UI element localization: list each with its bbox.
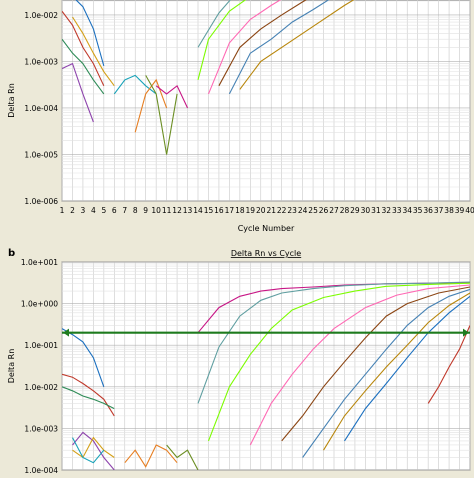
series-line — [72, 437, 105, 464]
x-tick-label: 20 — [256, 206, 266, 215]
x-tick-label: 26 — [319, 206, 329, 215]
x-tick-label: 40 — [465, 206, 474, 215]
x-tick-label: 8 — [133, 206, 138, 215]
x-tick-label: 5 — [101, 206, 106, 215]
series-line — [344, 295, 470, 442]
x-tick-label: 27 — [329, 206, 339, 215]
series-line — [62, 373, 115, 417]
series-group — [62, 0, 355, 155]
y-axis-label: Delta Rn — [7, 349, 16, 384]
x-tick-label: 23 — [287, 206, 297, 215]
series-line — [207, 282, 470, 442]
x-tick-label: 37 — [434, 206, 444, 215]
series-line — [197, 0, 247, 81]
x-tick-label: 7 — [122, 206, 127, 215]
series-line — [281, 286, 470, 442]
y-tick-label: 1.0e-003 — [24, 424, 58, 433]
x-tick-label: 34 — [402, 206, 412, 215]
series-line — [72, 436, 115, 459]
x-tick-label: 31 — [371, 206, 381, 215]
x-tick-label: 6 — [112, 206, 117, 215]
series-line — [62, 62, 94, 123]
chart-panel-b — [61, 261, 471, 471]
x-tick-label: 13 — [183, 206, 193, 215]
series-line — [427, 325, 470, 404]
series-line — [323, 292, 470, 451]
series-line — [207, 0, 282, 95]
x-tick-label: 39 — [455, 206, 465, 215]
x-tick-label: 29 — [350, 206, 360, 215]
y-tick-label: 1.0e-001 — [24, 341, 58, 350]
x-tick-label: 25 — [308, 206, 318, 215]
series-line — [72, 16, 115, 87]
series-line — [72, 431, 115, 470]
series-line — [62, 386, 115, 410]
y-tick-label: 1.0e+000 — [21, 300, 58, 309]
y-tick-label: 1.0e-004 — [24, 466, 58, 474]
series-line — [302, 288, 470, 458]
x-tick-label: 1 — [60, 206, 65, 215]
y-tick-label: 1.0e-004 — [24, 104, 58, 113]
x-tick-label: 9 — [143, 206, 148, 215]
y-tick-label: 1.0e-002 — [24, 383, 58, 392]
x-tick-label: 3 — [81, 206, 86, 215]
series-line — [228, 0, 330, 95]
x-tick-label: 19 — [246, 206, 256, 215]
series-line — [62, 38, 105, 95]
x-tick-label: 32 — [382, 206, 392, 215]
chart-panel-a — [61, 0, 471, 202]
x-tick-label: 22 — [277, 206, 287, 215]
series-line — [239, 0, 355, 90]
x-tick-label: 36 — [423, 206, 433, 215]
x-tick-label: 12 — [172, 206, 182, 215]
x-axis-label: Cycle Number — [238, 224, 295, 233]
plot-area — [61, 261, 471, 471]
series-line — [166, 444, 199, 470]
series-line — [197, 0, 231, 48]
x-tick-label: 30 — [361, 206, 371, 215]
series-line — [155, 84, 188, 109]
x-tick-label: 18 — [235, 206, 245, 215]
series-line — [145, 75, 178, 155]
x-tick-label: 4 — [91, 206, 96, 215]
y-tick-label: 1.0e+001 — [21, 258, 58, 267]
threshold-arrow-left — [63, 328, 69, 337]
series-line — [218, 0, 307, 87]
series-line — [124, 444, 178, 468]
x-tick-label: 28 — [340, 206, 350, 215]
x-tick-label: 17 — [225, 206, 235, 215]
series-line — [75, 0, 105, 67]
x-tick-label: 10 — [151, 206, 161, 215]
series-line — [134, 78, 168, 133]
panel-label: b — [8, 248, 15, 259]
y-tick-label: 1.0e-003 — [24, 57, 58, 66]
y-tick-label: 1.0e-005 — [24, 150, 58, 159]
x-tick-label: 15 — [204, 206, 214, 215]
x-tick-label: 21 — [266, 206, 276, 215]
x-tick-label: 33 — [392, 206, 402, 215]
chart-title: Delta Rn vs Cycle — [231, 249, 301, 258]
plot-area — [61, 0, 471, 202]
series-line — [249, 284, 470, 446]
y-tick-label: 1.0e-006 — [24, 197, 58, 206]
x-tick-label: 38 — [444, 206, 454, 215]
x-tick-label: 16 — [214, 206, 224, 215]
series-line — [62, 10, 105, 87]
y-tick-label: 1.0e-002 — [24, 11, 58, 20]
x-tick-label: 14 — [193, 206, 203, 215]
threshold-arrow-right — [463, 328, 469, 337]
x-tick-label: 11 — [162, 206, 172, 215]
x-tick-label: 35 — [413, 206, 423, 215]
series-group — [62, 281, 470, 470]
x-tick-label: 2 — [70, 206, 75, 215]
y-axis-label: Delta Rn — [7, 83, 16, 118]
x-tick-label: 24 — [298, 206, 308, 215]
